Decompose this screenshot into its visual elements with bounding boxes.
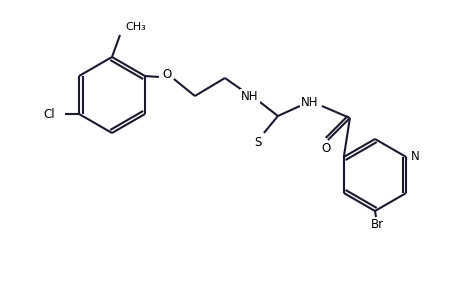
Text: O: O — [162, 68, 171, 81]
Text: CH₃: CH₃ — [125, 22, 145, 32]
Text: S: S — [254, 137, 261, 150]
Text: NH: NH — [241, 90, 258, 102]
Text: O: O — [320, 142, 330, 155]
Text: Cl: Cl — [44, 108, 55, 121]
Text: NH: NH — [300, 95, 318, 108]
Text: N: N — [410, 151, 419, 164]
Text: Br: Br — [369, 218, 383, 231]
